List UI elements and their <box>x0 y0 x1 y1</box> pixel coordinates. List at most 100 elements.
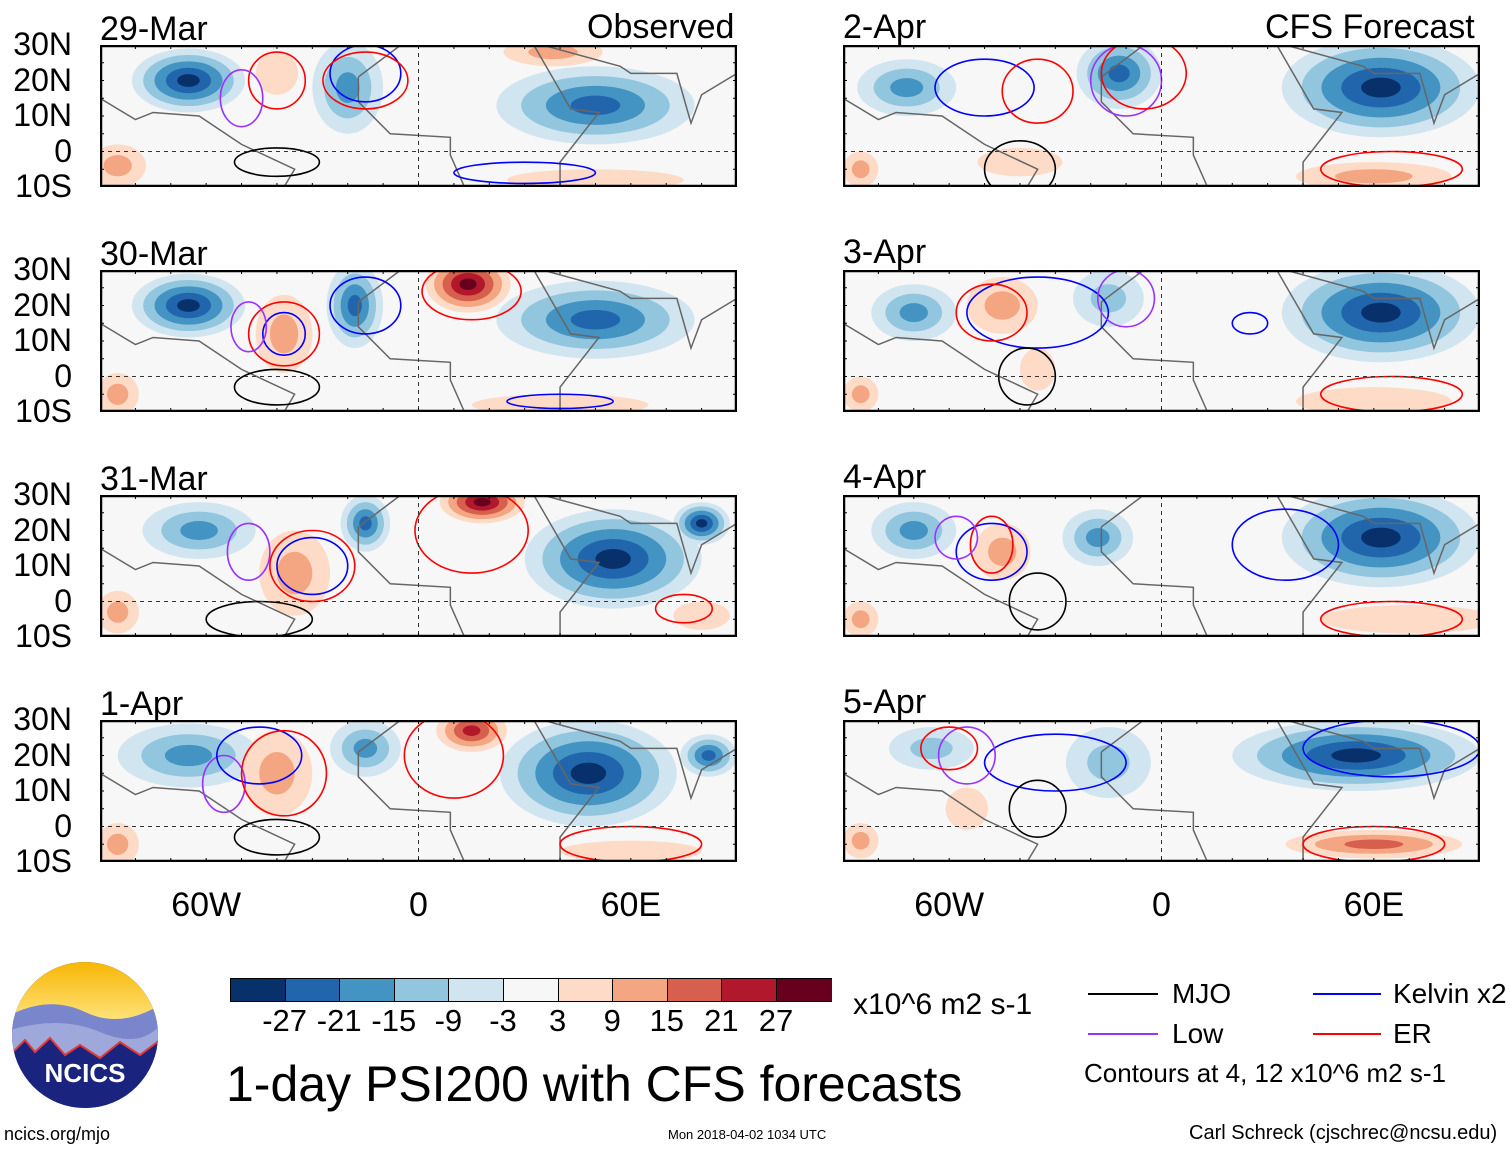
africa-coastline <box>357 270 601 412</box>
map-panel <box>100 270 737 412</box>
lat-label: 0 <box>54 807 72 844</box>
anomaly-shading <box>164 744 213 767</box>
lat-label: 10N <box>13 322 72 358</box>
anomaly-shading <box>945 787 989 831</box>
mjo-contour <box>205 600 314 637</box>
figure-title: 1-day PSI200 with CFS forecasts <box>226 1056 963 1112</box>
lon-label: 60W <box>914 886 985 924</box>
lat-label: 20N <box>13 61 72 98</box>
lon-label: 0 <box>409 886 428 924</box>
panel-frame <box>843 720 1480 862</box>
map-panel <box>843 270 1480 412</box>
anomaly-shading <box>560 840 702 862</box>
anomaly-shading <box>1361 302 1401 323</box>
anomaly-shading <box>984 291 1020 320</box>
colorbar-swatch <box>393 978 450 1002</box>
anomaly-shading <box>259 751 295 795</box>
low-contour <box>219 69 264 128</box>
kelvin-contour <box>1231 311 1269 335</box>
anomaly-shading <box>269 314 299 354</box>
lat-label: 20N <box>13 511 72 548</box>
colorbar-tick: 21 <box>704 1003 739 1038</box>
anomaly-shading <box>353 738 378 758</box>
anomaly-shading <box>1296 387 1452 412</box>
anomaly-shading <box>1361 77 1401 98</box>
er-contour <box>322 51 409 110</box>
anomaly-shading <box>595 548 631 569</box>
low-contour <box>937 726 996 785</box>
lat-label: 30N <box>13 701 72 737</box>
panel-date: 5-Apr <box>843 683 927 721</box>
anomaly-shading <box>1331 748 1381 763</box>
er-contour <box>421 270 522 321</box>
south-america-coastline <box>843 322 1039 412</box>
lat-label: 20N <box>13 286 72 323</box>
legend-low: Low <box>1172 1018 1224 1049</box>
low-contour <box>1097 270 1156 328</box>
anomaly-shading <box>890 78 924 98</box>
cfs-forecast-label: CFS Forecast <box>1265 8 1475 46</box>
asia-coastline <box>1285 720 1480 801</box>
anomaly-shading <box>1090 284 1127 313</box>
kelvin-contour <box>215 726 303 785</box>
map-panel <box>843 495 1480 637</box>
lat-label: 10N <box>13 772 72 808</box>
colorbar-swatch <box>666 978 723 1002</box>
anomaly-shading <box>1086 528 1110 548</box>
observed-label: Observed <box>587 8 735 46</box>
low-contour <box>230 301 268 353</box>
anomaly-shading <box>851 385 870 404</box>
colorbar-tick: 3 <box>548 1003 567 1038</box>
asia-coastline <box>542 495 737 576</box>
colorbar-tick: -21 <box>316 1003 362 1038</box>
anomaly-shading <box>899 303 928 323</box>
anomaly-shading <box>103 155 132 177</box>
africa-coastline <box>1100 270 1344 412</box>
panel-date: 30-Mar <box>100 235 208 273</box>
kelvin-line-swatch <box>1313 993 1381 995</box>
er-contour <box>1319 600 1464 637</box>
kelvin-contour <box>261 311 307 357</box>
mjo-contour <box>233 147 321 178</box>
lon-label: 60E <box>600 886 662 924</box>
lat-label: 0 <box>54 357 72 394</box>
map-panel <box>100 720 737 862</box>
colorbar-tick: -27 <box>262 1003 307 1038</box>
er-contour <box>247 51 307 110</box>
lat-label: 30N <box>13 26 72 62</box>
kelvin-contour <box>276 536 349 596</box>
map-panel <box>843 720 1480 862</box>
er-contour <box>414 495 529 574</box>
kelvin-contour <box>329 276 402 335</box>
colorbar-swatch <box>776 978 832 1002</box>
asia-coastline <box>542 270 737 351</box>
er-contour <box>1319 150 1464 187</box>
anomaly-shading <box>851 160 870 179</box>
colorbar-tick: -15 <box>371 1003 417 1038</box>
anomaly-shading <box>1108 64 1130 83</box>
colorbar-swatch <box>230 978 286 1002</box>
legend-mjo: MJO <box>1172 978 1232 1009</box>
asia-coastline <box>1285 495 1480 576</box>
anomaly-shading <box>910 737 953 760</box>
anomaly-shading <box>899 521 928 540</box>
legend-kelvin: Kelvin x2 <box>1393 978 1507 1009</box>
er-contour <box>403 720 505 799</box>
er-contour <box>654 593 714 624</box>
mjo-line-swatch <box>1088 993 1158 995</box>
low-line-swatch <box>1088 1033 1158 1035</box>
anomaly-shading <box>107 383 129 405</box>
kelvin-contour <box>966 276 1110 349</box>
anomaly-shading <box>276 551 313 595</box>
website-link[interactable]: ncics.org/mjo <box>4 1124 111 1144</box>
asia-coastline <box>542 45 737 126</box>
lat-label: 10S <box>15 393 72 429</box>
lat-label: 20N <box>13 736 72 773</box>
er-contour <box>1001 58 1074 124</box>
south-america-coastline <box>843 547 1039 637</box>
kelvin-contour <box>983 733 1127 792</box>
lon-label: 60W <box>171 886 242 924</box>
lon-label: 60E <box>1343 886 1405 924</box>
lat-label: 10S <box>15 168 72 204</box>
lat-label: 10S <box>15 843 72 879</box>
